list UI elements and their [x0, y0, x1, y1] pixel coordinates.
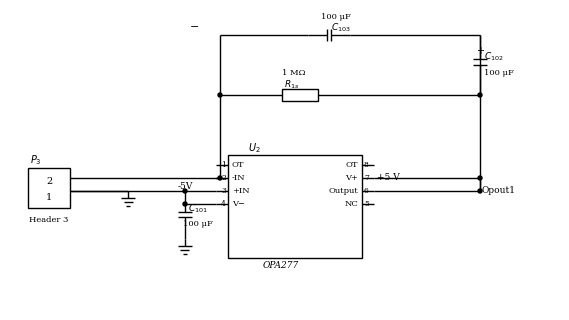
Text: 6: 6 [364, 187, 369, 195]
Text: NC: NC [344, 200, 358, 208]
Circle shape [218, 176, 222, 180]
Text: OT: OT [345, 161, 358, 169]
Text: OPA277: OPA277 [263, 261, 299, 270]
Text: OT: OT [232, 161, 245, 169]
Text: 100 μF: 100 μF [321, 13, 351, 21]
Text: 2: 2 [221, 174, 226, 182]
Text: 1: 1 [221, 161, 226, 169]
Text: V−: V− [232, 200, 245, 208]
Text: 8: 8 [364, 161, 369, 169]
Text: −: − [190, 22, 200, 32]
Text: 1 MΩ: 1 MΩ [282, 69, 306, 77]
Bar [228, 155, 362, 258]
Text: +5 V: +5 V [377, 172, 400, 181]
Text: 5: 5 [364, 200, 369, 208]
Text: $P_3$: $P_3$ [30, 153, 42, 167]
Circle shape [183, 202, 187, 206]
Text: $C_{102}$: $C_{102}$ [484, 51, 504, 63]
Circle shape [478, 93, 482, 97]
Text: -IN: -IN [232, 174, 246, 182]
Text: Output: Output [328, 187, 358, 195]
Text: Opout1: Opout1 [482, 186, 516, 195]
Text: V+: V+ [345, 174, 358, 182]
Text: 1: 1 [46, 193, 52, 202]
Text: 2: 2 [46, 177, 52, 186]
Text: 100 μF: 100 μF [484, 69, 514, 77]
Circle shape [478, 176, 482, 180]
Text: $U_2$: $U_2$ [248, 141, 261, 155]
Bar [28, 168, 70, 208]
Text: -5V: -5V [178, 181, 193, 190]
Text: Header 3: Header 3 [30, 216, 69, 224]
Text: 7: 7 [364, 174, 369, 182]
Text: $C_{103}$: $C_{103}$ [331, 22, 351, 34]
Text: +IN: +IN [232, 187, 250, 195]
Text: $R_{1s}$: $R_{1s}$ [284, 79, 299, 91]
Text: 3: 3 [221, 187, 226, 195]
Circle shape [218, 93, 222, 97]
Bar [282, 89, 318, 101]
Text: +: + [476, 46, 484, 56]
Text: 4: 4 [221, 200, 226, 208]
Circle shape [478, 189, 482, 193]
Circle shape [183, 189, 187, 193]
Text: $C_{101}$: $C_{101}$ [188, 203, 208, 215]
Text: 100 μF: 100 μF [183, 220, 213, 228]
